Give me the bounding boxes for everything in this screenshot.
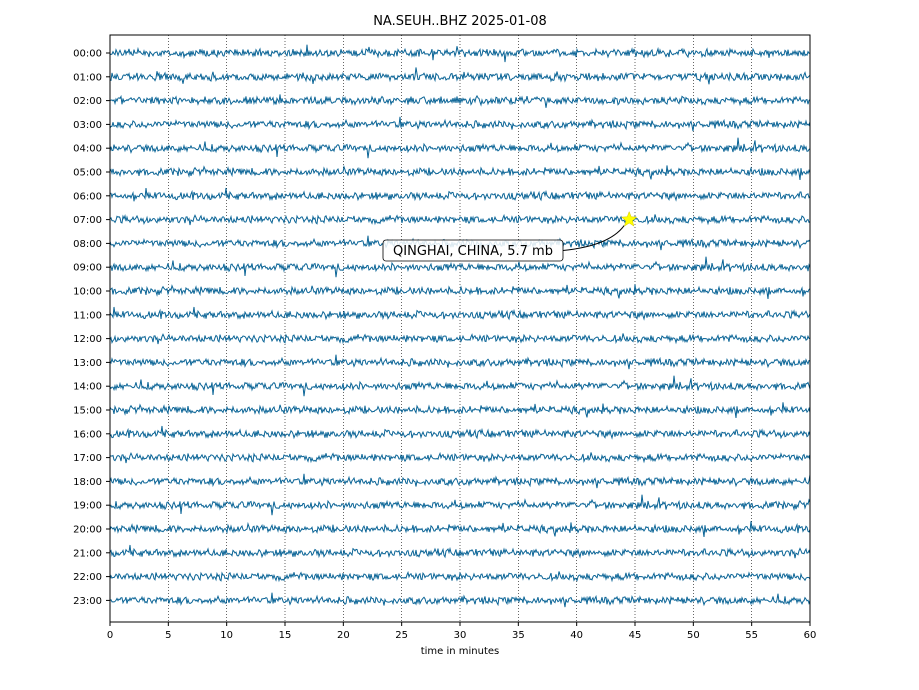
y-tick-label: 07:00 xyxy=(73,215,102,226)
x-tick-label: 20 xyxy=(337,630,350,641)
trace-1300 xyxy=(109,354,811,370)
y-tick-label: 04:00 xyxy=(73,144,102,155)
trace-1500 xyxy=(109,402,811,418)
event-star-marker xyxy=(620,210,638,227)
trace-0500 xyxy=(109,164,811,180)
y-tick-label: 12:00 xyxy=(73,334,102,345)
event-annotation: QINGHAI, CHINA, 5.7 mb xyxy=(382,210,638,262)
y-tick-label: 08:00 xyxy=(73,239,102,250)
trace-0000 xyxy=(109,44,811,63)
trace-0200 xyxy=(110,94,811,108)
y-tick-label: 03:00 xyxy=(73,120,102,131)
trace-0700 xyxy=(109,213,811,226)
chart-title: NA.SEUH..BHZ 2025-01-08 xyxy=(373,14,547,29)
x-tick-label: 50 xyxy=(687,630,700,641)
y-tick-label: 14:00 xyxy=(73,382,102,393)
y-tick-label: 23:00 xyxy=(73,596,102,607)
trace-1000 xyxy=(109,284,811,299)
x-tick-label: 30 xyxy=(454,630,467,641)
y-tick-labels: 00:00 01:00 02:00 03:00 04:00 05:00 06:00 07:00… xyxy=(73,49,110,607)
y-tick-label: 22:00 xyxy=(73,572,102,583)
y-tick-label: 13:00 xyxy=(73,358,102,369)
x-tick-label: 5 xyxy=(165,630,171,641)
y-tick-label: 17:00 xyxy=(73,453,102,464)
event-label: QINGHAI, CHINA, 5.7 mb xyxy=(393,244,553,259)
y-tick-label: 09:00 xyxy=(73,263,102,274)
trace-0100 xyxy=(109,67,811,85)
event-arrow xyxy=(562,225,625,251)
trace-0900 xyxy=(109,256,811,278)
y-tick-label: 19:00 xyxy=(73,501,102,512)
y-tick-label: 01:00 xyxy=(73,72,102,83)
event-label-box xyxy=(382,239,564,262)
x-tick-label: 35 xyxy=(512,630,525,641)
y-tick-label: 15:00 xyxy=(73,406,102,417)
y-tick-label: 21:00 xyxy=(73,548,102,559)
y-tick-label: 11:00 xyxy=(73,310,102,321)
trace-1800 xyxy=(109,473,811,489)
trace-0600 xyxy=(109,187,811,202)
trace-1200 xyxy=(109,333,811,345)
trace-1900 xyxy=(109,494,811,516)
trace-2200 xyxy=(109,570,811,583)
y-tick-label: 16:00 xyxy=(73,429,102,440)
x-tick-label: 60 xyxy=(804,630,817,641)
y-tick-label: 10:00 xyxy=(73,287,102,298)
x-axis-label: time in minutes xyxy=(421,646,500,657)
x-tick-label: 40 xyxy=(570,630,583,641)
y-tick-label: 20:00 xyxy=(73,525,102,536)
x-tick-label: 15 xyxy=(279,630,292,641)
y-tick-label: 18:00 xyxy=(73,477,102,488)
x-tick-label: 10 xyxy=(220,630,233,641)
x-ticks: 0 5 10 15 20 25 30 35 40 45 50 55 60 xyxy=(107,622,817,641)
y-tick-label: 02:00 xyxy=(73,96,102,107)
trace-1100 xyxy=(109,306,811,321)
trace-1700 xyxy=(109,451,811,464)
trace-1600 xyxy=(109,425,811,440)
trace-0300 xyxy=(109,116,811,132)
trace-2300 xyxy=(109,592,811,608)
trace-2000 xyxy=(109,521,811,537)
y-tick-label: 00:00 xyxy=(73,49,102,60)
trace-0400 xyxy=(109,137,811,159)
x-tick-label: 0 xyxy=(107,630,113,641)
seismic-traces xyxy=(109,44,811,608)
trace-2100 xyxy=(109,544,811,559)
trace-1400 xyxy=(109,375,811,397)
x-tick-label: 45 xyxy=(629,630,642,641)
x-tick-label: 55 xyxy=(745,630,758,641)
y-tick-label: 06:00 xyxy=(73,191,102,202)
y-tick-label: 05:00 xyxy=(73,168,102,179)
x-tick-label: 25 xyxy=(395,630,408,641)
